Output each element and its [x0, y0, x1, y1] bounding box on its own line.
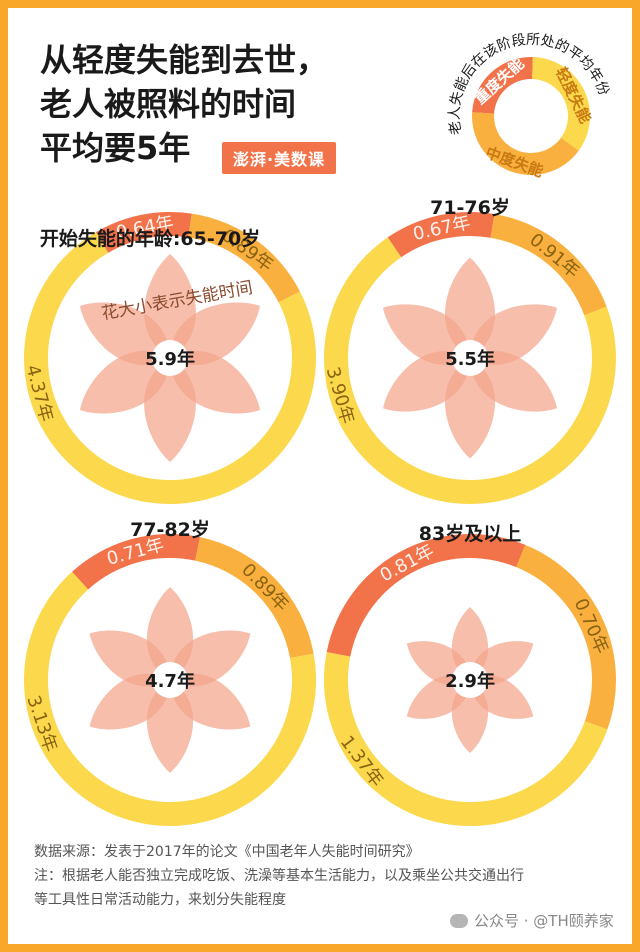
chart-title: 71-76岁	[430, 196, 510, 219]
flower-petal	[170, 630, 251, 687]
flower-center	[452, 340, 488, 376]
total-time-label: 5.5年	[445, 348, 495, 370]
donut-segment-severe	[95, 212, 192, 253]
flower-center	[152, 340, 188, 376]
page-title: 从轻度失能到去世， 老人被照料的时间 平均要5年	[40, 38, 370, 170]
donut-segment-severe	[326, 534, 526, 657]
flower-mark: 5.5年	[383, 257, 557, 459]
flower-mark: 4.7年	[89, 587, 251, 773]
brand-logo: 澎湃·美数课	[222, 142, 336, 174]
flower-mark: 5.9年	[79, 254, 261, 462]
flower-petal	[89, 630, 170, 687]
total-time-label: 4.7年	[145, 670, 195, 692]
footnote-line-1: 注：根据老人能否独立完成吃饭、洗澡等基本生活能力，以及乘坐公共交通出行	[34, 868, 524, 884]
donut-segment-moderate	[516, 544, 616, 730]
flower-petal	[170, 302, 261, 365]
flower-petal	[383, 351, 470, 412]
footer: 数据来源：发表于2017年的论文《中国老年人失能时间研究》 注：根据老人能否独立…	[34, 840, 614, 912]
legend-segment	[532, 57, 591, 151]
donut-segment-moderate	[195, 537, 314, 659]
flower-petal	[89, 673, 170, 730]
chart-title: 开始失能的年龄:65-70岁	[40, 227, 260, 250]
watermark: 公众号 · @TH颐养家	[450, 910, 614, 931]
legend-segment	[472, 112, 579, 176]
flower-petal	[79, 302, 170, 365]
total-time-label: 2.9年	[445, 670, 495, 692]
title-line-1: 从轻度失能到去世，	[40, 41, 329, 79]
watermark-text: 公众号 · @TH颐养家	[474, 912, 614, 930]
flower-petal	[79, 351, 170, 414]
donut-segment-severe	[387, 212, 495, 258]
chat-icon	[450, 914, 468, 928]
flower-petal	[383, 304, 470, 365]
title-line-2: 老人被照料的时间	[40, 85, 297, 123]
flower-mark: 2.9年	[406, 607, 534, 753]
segment-value-label: 0.89年	[237, 559, 293, 615]
segment-value-label: 0.91年	[525, 229, 583, 282]
segment-value-label: 0.81年	[377, 540, 438, 586]
donut-segment-moderate	[490, 214, 607, 316]
footnote-line-2: 等工具性日常活动能力，来划分失能程度	[34, 892, 286, 908]
legend-segment	[472, 56, 533, 114]
donut-segment-mild	[324, 652, 608, 826]
legend-center	[495, 80, 567, 152]
data-source: 数据来源：发表于2017年的论文《中国老年人失能时间研究》	[34, 844, 420, 860]
chart-title: 83岁及以上	[419, 522, 521, 545]
total-time-label: 5.9年	[145, 348, 195, 370]
flower-center	[152, 662, 188, 698]
donut-segment-severe	[72, 534, 201, 590]
donut-segment-mild	[23, 571, 316, 826]
segment-value-label: 0.70年	[570, 595, 613, 657]
flower-petal	[470, 304, 557, 365]
flower-center	[452, 662, 488, 698]
chart-title: 77-82岁	[130, 518, 210, 541]
title-line-3: 平均要5年	[40, 129, 191, 167]
donut-segment-moderate	[188, 213, 300, 303]
